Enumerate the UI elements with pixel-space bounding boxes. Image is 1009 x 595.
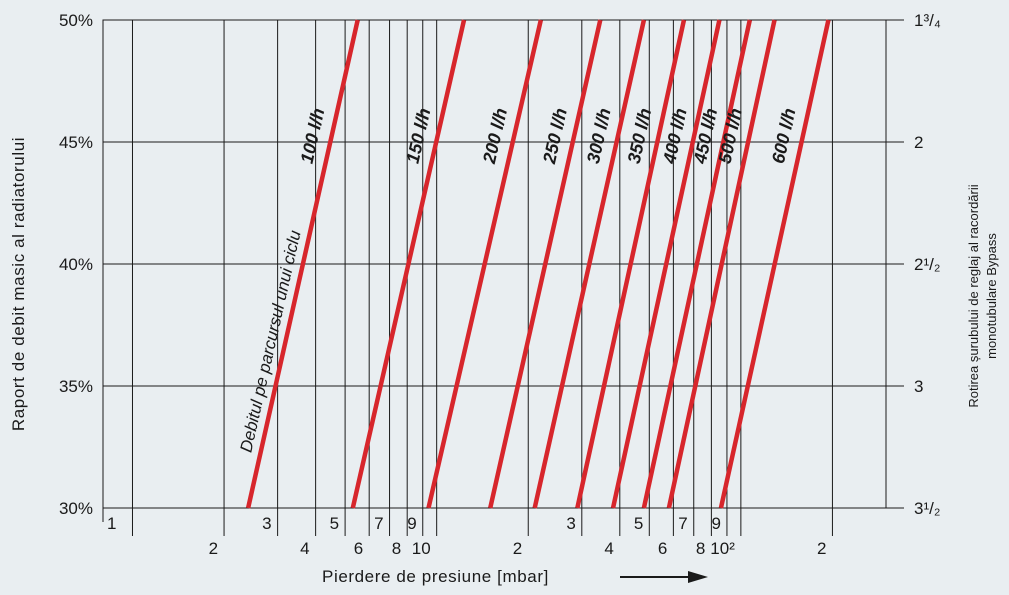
x-tick-label: 4 — [604, 539, 613, 558]
x-tick-label: 8 — [392, 539, 401, 558]
y2-tick-label: 3¹/₂ — [914, 499, 940, 518]
series-labels: 100 l/h 150 l/h 200 l/h 250 l/h 300 l/h 350 l… — [297, 106, 800, 166]
series-line — [610, 19, 722, 509]
x-tick-label: 2 — [513, 539, 522, 558]
diagonal-annotation: Debitul pe parcursul unui ciclu — [236, 228, 304, 454]
y2-axis-label-line1: Rotirea șurubului de reglaj al racordări… — [966, 184, 981, 407]
series-line — [488, 19, 603, 509]
series-label: 350 l/h — [624, 106, 656, 165]
series-line — [666, 19, 777, 509]
x-tick-label: 2 — [817, 539, 826, 558]
x-tick-label: 6 — [658, 539, 667, 558]
x-tick-label: 5 — [634, 514, 643, 533]
x-tick-label: 10 — [412, 539, 431, 558]
y2-tick-label: 3 — [914, 377, 923, 396]
y2-tick-label: 1³/₄ — [914, 11, 941, 30]
y-axis-ticks: 50% 45% 40% 35% 30% — [59, 11, 93, 518]
y2-axis-ticks: 1³/₄ 2 2¹/₂ 3 3¹/₂ — [914, 11, 941, 518]
x-tick-label: 8 — [696, 539, 705, 558]
x-tick-label: 9 — [407, 514, 416, 533]
y2-tick-label: 2¹/₂ — [914, 255, 940, 274]
x-tick-label: 7 — [678, 514, 687, 533]
y-tick-label: 30% — [59, 499, 93, 518]
series-line — [575, 19, 687, 509]
x-tick-label: 9 — [711, 514, 720, 533]
x-tick-label: 5 — [330, 514, 339, 533]
x-tick-label: 6 — [354, 539, 363, 558]
x-tick-label: 10² — [710, 539, 735, 558]
y2-axis-label-line2: monotubulare Bypass — [984, 233, 999, 359]
y-tick-label: 40% — [59, 255, 93, 274]
x-tick-label: 7 — [374, 514, 383, 533]
series-line — [532, 19, 647, 509]
x-axis-arrow-icon — [620, 571, 708, 583]
series-line — [718, 19, 831, 509]
x-tick-label: 3 — [262, 514, 271, 533]
y-tick-label: 45% — [59, 133, 93, 152]
x-tick-label: 1 — [107, 514, 116, 533]
y-axis-label: Raport de debit masic al radiatorului — [9, 137, 28, 431]
x-tick-label: 3 — [566, 514, 575, 533]
series-label: 600 l/h — [768, 106, 800, 165]
plot-frame — [102, 19, 887, 509]
series-label: 200 l/h — [479, 106, 511, 166]
x-tick-label: 4 — [300, 539, 309, 558]
series-label: 100 l/h — [297, 106, 329, 165]
x-axis-ticks: 1 3 5 7 9 3 5 7 9 2 4 6 8 10 2 4 6 8 10² 2 — [107, 514, 826, 558]
series-line — [350, 19, 467, 509]
x-axis-label: Pierdere de presiune [mbar] — [322, 567, 549, 586]
series-label: 250 l/h — [539, 106, 571, 166]
series-line — [641, 19, 753, 509]
x-tick-label: 2 — [209, 539, 218, 558]
x-arrow-head — [688, 571, 708, 583]
series-lines — [245, 19, 831, 509]
series-line — [426, 19, 544, 509]
series-line — [245, 19, 360, 509]
series-label: 300 l/h — [583, 106, 615, 165]
y-tick-label: 35% — [59, 377, 93, 396]
y-tick-label: 50% — [59, 11, 93, 30]
y2-tick-label: 2 — [914, 133, 923, 152]
